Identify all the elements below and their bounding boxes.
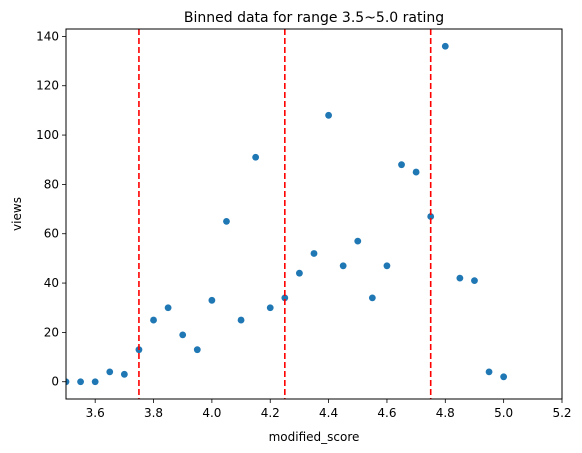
data-point-17: [310, 250, 318, 257]
data-point-9: [193, 346, 201, 354]
data-point-10: [208, 296, 216, 304]
data-point-13: [252, 153, 260, 161]
x-tick-label: 5.0: [494, 406, 513, 420]
data-point-29: [485, 368, 493, 376]
y-axis-label: views: [10, 197, 24, 231]
x-axis-label: modified_score: [269, 430, 360, 444]
plot-area: [66, 29, 508, 399]
data-point-23: [398, 161, 405, 169]
data-point-26: [441, 42, 449, 50]
data-point-28: [471, 277, 478, 284]
x-tick-label: 4.6: [377, 406, 396, 420]
data-point-8: [179, 331, 187, 339]
x-tick-label: 3.6: [86, 406, 105, 420]
y-tick-label: 20: [44, 325, 59, 339]
chart-title: Binned data for range 3.5~5.0 rating: [184, 10, 444, 26]
y-tick-label: 140: [36, 29, 59, 43]
data-point-24: [412, 168, 420, 176]
data-point-0: [66, 378, 70, 386]
data-point-21: [368, 294, 376, 302]
x-tick-label: 4.8: [436, 406, 455, 420]
x-tick-label: 4.2: [261, 406, 280, 420]
y-tick-label: 0: [51, 375, 59, 389]
x-tick-label: 5.2: [552, 406, 571, 420]
data-point-7: [164, 304, 172, 312]
y-axis: 0 20 40 60 80 100 120 140: [36, 29, 66, 389]
data-point-4: [120, 370, 128, 378]
data-point-3: [106, 368, 114, 376]
data-point-14: [266, 304, 274, 312]
data-point-30: [500, 373, 508, 381]
data-point-18: [325, 111, 332, 119]
data-point-1: [77, 378, 84, 386]
data-point-25: [427, 213, 435, 220]
x-axis: 3.6 3.8 4.0 4.2 4.4 4.6 4.8 5.0 5.2: [86, 399, 572, 420]
y-tick-label: 60: [44, 227, 59, 241]
data-point-27: [456, 274, 464, 282]
data-point-11: [223, 218, 230, 225]
data-point-2: [91, 378, 99, 386]
x-tick-label: 4.4: [319, 406, 338, 420]
y-tick-label: 40: [44, 276, 59, 290]
y-tick-label: 80: [44, 177, 59, 191]
data-point-15: [281, 294, 289, 302]
data-point-20: [354, 237, 362, 245]
data-point-6: [150, 316, 157, 324]
plot-frame: [65, 28, 563, 400]
data-point-22: [383, 262, 391, 270]
data-point-19: [339, 262, 347, 270]
y-tick-label: 100: [36, 128, 59, 142]
y-tick-label: 120: [36, 79, 59, 93]
data-point-12: [237, 316, 245, 324]
x-tick-label: 4.0: [202, 406, 221, 420]
data-point-16: [296, 269, 303, 277]
x-tick-label: 3.8: [144, 406, 163, 420]
